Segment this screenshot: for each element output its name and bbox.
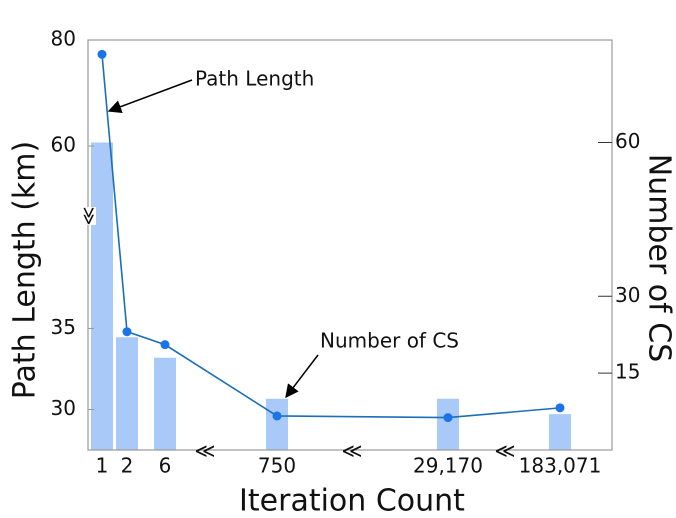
axis-break-bg: [80, 207, 96, 225]
x-tick-label: 183,071: [519, 454, 602, 478]
annotation: Path Length: [195, 67, 314, 91]
bar: [154, 357, 176, 450]
y2-tick-label: 30: [615, 283, 640, 307]
axis-break: ≫: [78, 207, 99, 226]
point: [272, 411, 282, 421]
y-tick-label: 30: [51, 396, 76, 420]
plot-frame: [87, 39, 613, 451]
bar: [437, 398, 459, 450]
point: [555, 403, 565, 413]
x-tick-label: 2: [121, 454, 134, 478]
x-break: ≪: [195, 439, 216, 463]
y-tick-label: 80: [51, 27, 76, 51]
point: [97, 49, 107, 59]
bar: [91, 142, 113, 450]
point: [443, 413, 453, 423]
x-break: ≪: [342, 439, 363, 463]
bar: [116, 337, 138, 450]
y-axis-title: Path Length (km): [8, 141, 43, 399]
line: [101, 54, 561, 419]
x-axis-title: Iteration Count: [239, 484, 465, 518]
annotation-arrow: [107, 79, 193, 114]
y-tick-label: 35: [51, 315, 76, 339]
x-tick-label: 29,170: [413, 454, 483, 478]
point: [122, 327, 132, 337]
x-tick-label: 750: [258, 454, 296, 478]
y2-axis-title: Number of CS: [642, 154, 676, 363]
y2-tick-label: 15: [615, 360, 640, 384]
annotation-arrow: [285, 354, 319, 399]
x-tick-label: 1: [96, 454, 109, 478]
annotation: Number of CS: [320, 329, 459, 353]
y2-tick-label: 60: [615, 129, 640, 153]
bar: [549, 414, 571, 450]
x-break: ≪: [495, 439, 516, 463]
bar: [266, 398, 288, 450]
y-tick-label: 60: [51, 133, 76, 157]
point: [160, 340, 170, 350]
x-tick-label: 6: [159, 454, 172, 478]
